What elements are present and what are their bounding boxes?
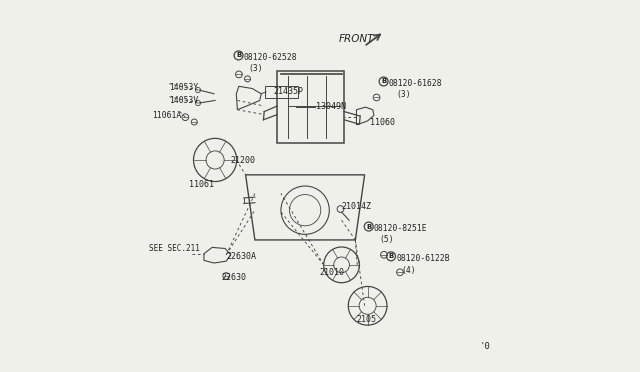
Text: 11061A: 11061A	[152, 111, 181, 120]
Text: B: B	[381, 78, 386, 84]
Text: 08120-62528: 08120-62528	[244, 53, 298, 62]
Text: (3): (3)	[248, 64, 263, 73]
Text: B: B	[388, 253, 394, 259]
Text: B: B	[236, 52, 241, 58]
Text: 21200: 21200	[230, 156, 255, 165]
Text: 08120-6122B: 08120-6122B	[396, 254, 450, 263]
Text: 13049N: 13049N	[316, 102, 346, 110]
Text: 2105: 2105	[356, 315, 376, 324]
Text: 08120-61628: 08120-61628	[389, 79, 442, 88]
Text: (4): (4)	[402, 266, 417, 275]
Text: 11061: 11061	[189, 180, 214, 189]
Text: 21014Z: 21014Z	[342, 202, 372, 211]
Text: 08120-8251E: 08120-8251E	[374, 224, 428, 233]
Text: (5): (5)	[380, 235, 394, 244]
Text: 14053Y: 14053Y	[170, 83, 198, 92]
Text: 22630: 22630	[221, 273, 246, 282]
Text: 21010: 21010	[319, 268, 344, 277]
Text: 21435P: 21435P	[273, 87, 303, 96]
Text: FRONT: FRONT	[339, 34, 374, 44]
Text: '0: '0	[480, 342, 491, 351]
Text: 22630A: 22630A	[227, 252, 256, 261]
Text: (3): (3)	[396, 90, 411, 99]
Text: 11060: 11060	[370, 118, 396, 127]
Text: SEE SEC.211: SEE SEC.211	[149, 244, 200, 253]
Text: 14053V: 14053V	[170, 96, 198, 105]
Text: B: B	[366, 224, 371, 230]
